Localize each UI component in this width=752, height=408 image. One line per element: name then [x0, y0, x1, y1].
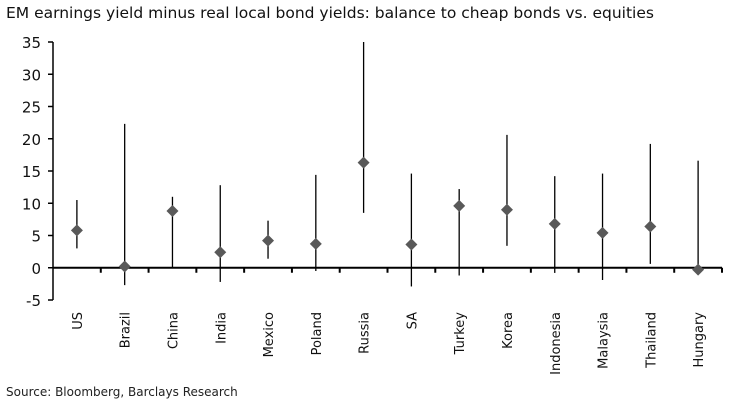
y-tick-label: 30	[22, 66, 41, 84]
marker-russia	[357, 156, 370, 169]
y-tick-label: 25	[22, 99, 41, 117]
marker-sa	[405, 238, 418, 251]
x-tick-label: India	[214, 312, 229, 344]
marker-turkey	[453, 199, 466, 212]
x-tick-label: Mexico	[262, 312, 277, 357]
marker-hungary	[692, 263, 705, 276]
x-tick-label: Malaysia	[597, 312, 612, 369]
x-tick-label: Russia	[358, 312, 373, 354]
x-tick-label: Poland	[310, 312, 325, 355]
marker-thailand	[644, 220, 657, 233]
y-tick-label: 0	[31, 260, 41, 278]
marker-china	[166, 204, 179, 217]
y-tick-label: 15	[22, 163, 41, 181]
marker-poland	[309, 237, 322, 250]
marker-korea	[500, 203, 513, 216]
x-tick-label: Brazil	[119, 312, 134, 348]
x-tick-label: Korea	[501, 312, 516, 349]
x-tick-label: Turkey	[453, 312, 468, 356]
marker-us	[70, 224, 83, 237]
marker-mexico	[262, 234, 275, 247]
x-tick-label: China	[166, 312, 181, 349]
y-tick-label: 5	[31, 228, 41, 246]
x-tick-label: US	[71, 312, 86, 330]
y-tick-label: 35	[22, 34, 41, 52]
x-tick-label: Hungary	[692, 312, 707, 368]
y-tick-label: 10	[22, 195, 41, 213]
x-tick-label: SA	[405, 312, 420, 329]
source-note: Source: Bloomberg, Barclays Research	[6, 385, 238, 399]
x-tick-label: Indonesia	[549, 312, 564, 375]
marker-brazil	[118, 260, 131, 273]
marker-indonesia	[548, 217, 561, 230]
y-tick-label: 20	[22, 131, 41, 149]
marker-malaysia	[596, 226, 609, 239]
chart-title: EM earnings yield minus real local bond …	[6, 4, 654, 22]
y-tick-label: -5	[26, 292, 41, 310]
x-tick-label: Thailand	[644, 312, 659, 369]
marker-india	[214, 246, 227, 259]
